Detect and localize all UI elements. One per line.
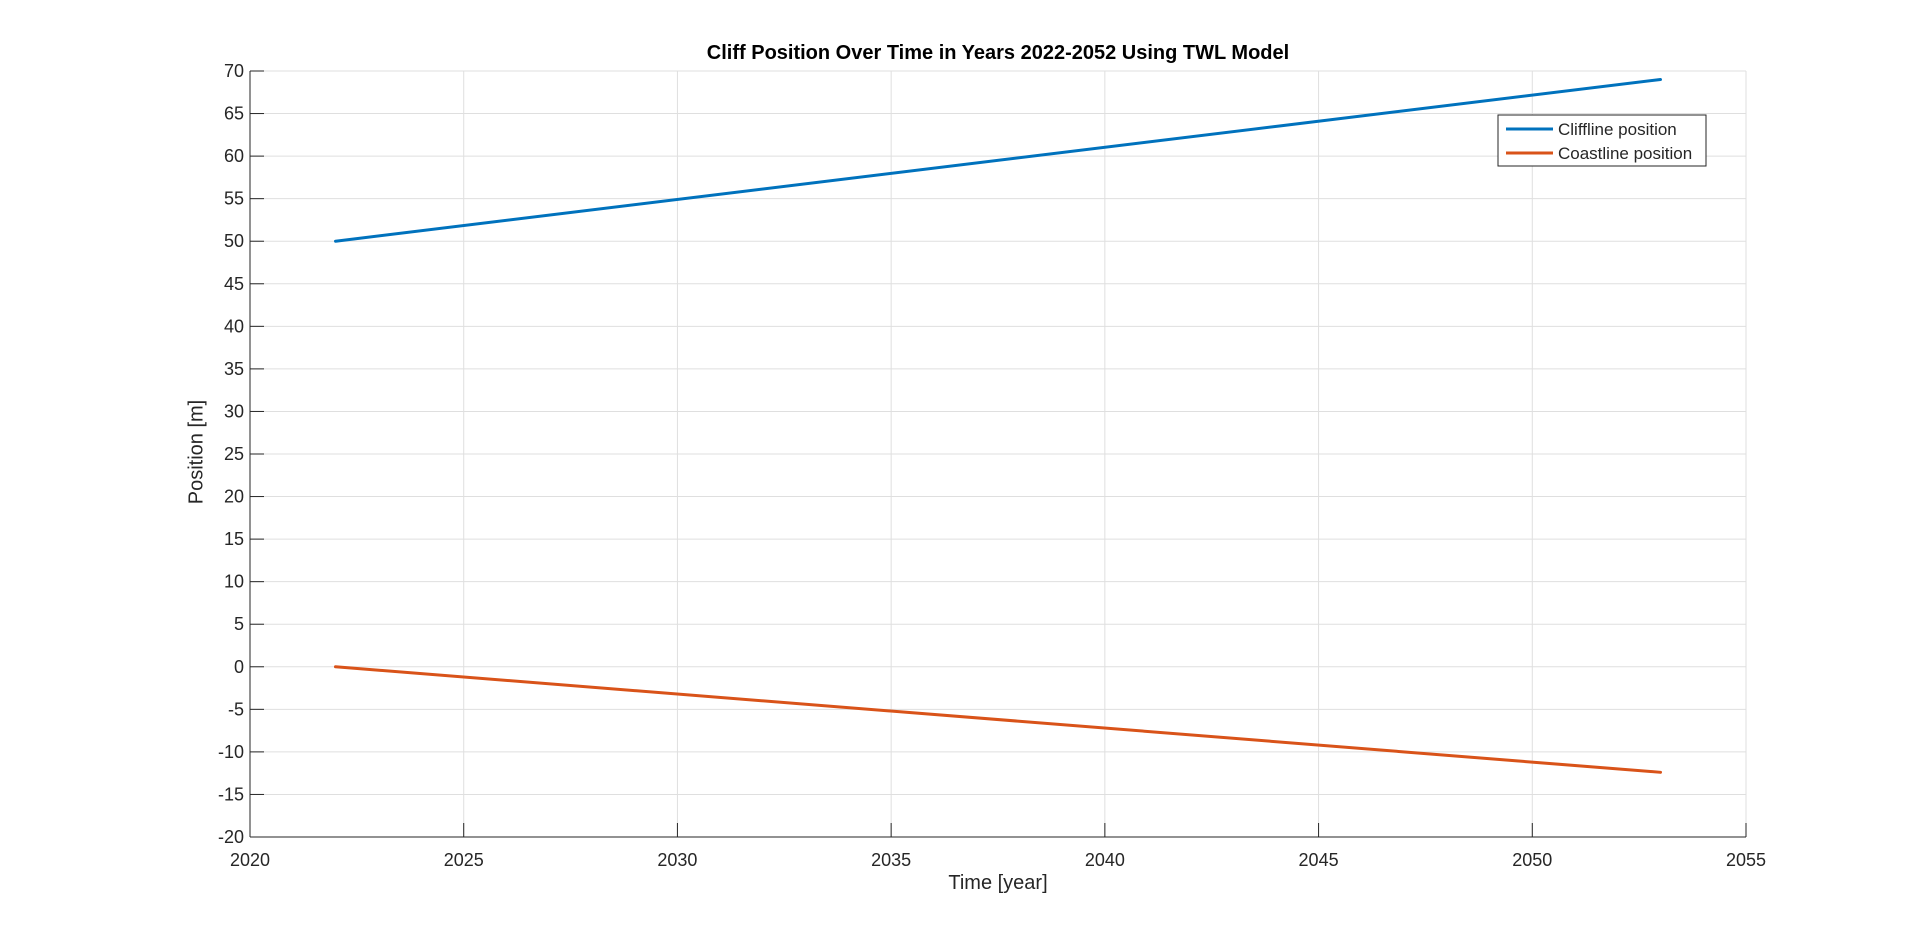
y-tick-label: 70 [224, 61, 244, 81]
y-tick-label: 25 [224, 444, 244, 464]
y-tick-label: 40 [224, 316, 244, 336]
y-tick-label: 5 [234, 614, 244, 634]
x-tick-label: 2020 [230, 850, 270, 870]
y-axis-label: Position [m] [185, 399, 208, 505]
x-axis-label: Time [year] [948, 872, 1048, 894]
y-tick-label: 30 [224, 401, 244, 421]
x-tick-label: 2055 [1726, 850, 1766, 870]
y-tick-label: 20 [224, 487, 244, 507]
y-tick-label: -5 [228, 699, 244, 719]
y-tick-label: 55 [224, 189, 244, 209]
y-tick-label: -20 [218, 827, 244, 847]
y-tick-label: 0 [234, 657, 244, 677]
legend: Cliffline position Coastline position [1497, 114, 1707, 167]
y-tick-label: 60 [224, 146, 244, 166]
legend-box [1497, 114, 1707, 167]
y-tick-label: 65 [224, 104, 244, 124]
x-tick-label: 2040 [1085, 850, 1125, 870]
y-tick-label: 50 [224, 231, 244, 251]
series-line-1 [333, 78, 1663, 243]
x-tick-label: 2035 [871, 850, 911, 870]
y-tick-label: 35 [224, 359, 244, 379]
y-tick-label: 45 [224, 274, 244, 294]
x-tick-label: 2025 [444, 850, 484, 870]
legend-label: Cliffline position [1558, 120, 1677, 139]
series-line-2 [333, 665, 1663, 774]
y-tick-label: 15 [224, 529, 244, 549]
chart-title: Cliff Position Over Time in Years 2022-2… [706, 42, 1290, 64]
y-tick-label: 10 [224, 572, 244, 592]
x-tick-label: 2050 [1512, 850, 1552, 870]
y-tick-label: -15 [218, 784, 244, 804]
x-tick-label: 2045 [1299, 850, 1339, 870]
legend-label: Coastline position [1558, 144, 1692, 163]
x-tick-label: 2030 [657, 850, 697, 870]
y-tick-label: -10 [218, 742, 244, 762]
